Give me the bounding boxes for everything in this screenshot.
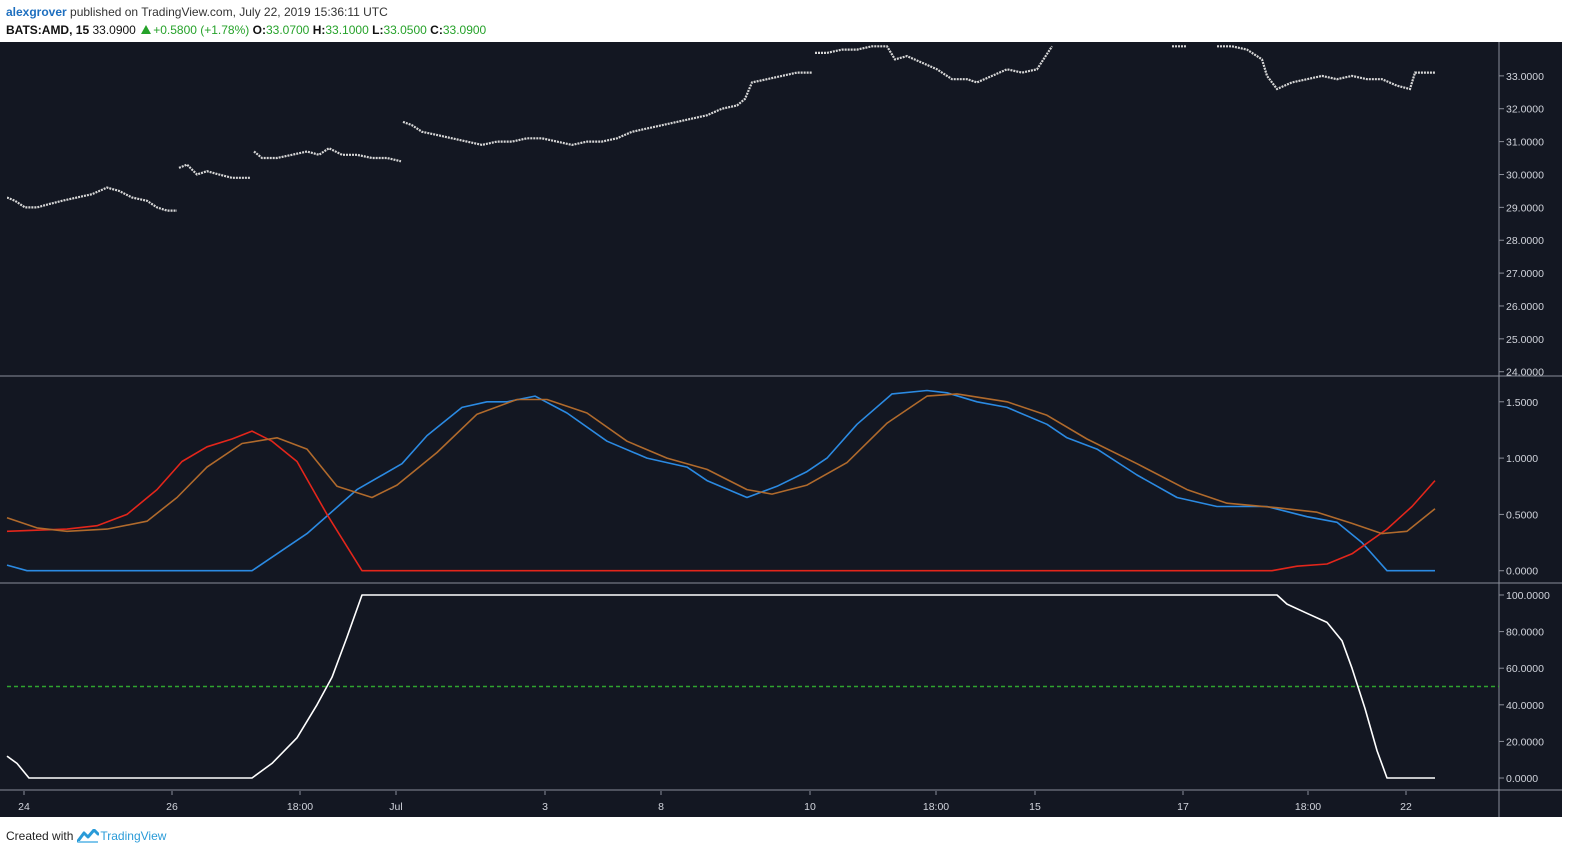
blue-oscillator-line [6,389,1435,572]
last-price: 33.0900 [92,23,136,37]
y-tick-label: 0.5000 [1506,509,1538,521]
y-tick-label: 60.0000 [1506,663,1544,675]
tradingview-brand-link[interactable]: TradingView [100,829,167,843]
y-tick-label: 1.0000 [1506,453,1538,465]
y-tick-label: 100.0000 [1506,590,1550,602]
created-with-text: Created with [6,829,74,843]
price-series-segment [815,45,1053,84]
tradingview-logo-icon [77,829,100,843]
open-label: O: [252,23,266,37]
open-value: 33.0700 [265,23,310,37]
x-tick-label: 24 [18,801,30,813]
chart-background [0,42,1562,817]
price-series-segment [178,163,250,179]
percent-line [6,594,1435,779]
y-tick-label: 31.0000 [1506,137,1544,149]
red-oscillator-line [6,430,1436,572]
author-link[interactable]: alexgrover [6,5,67,19]
x-tick-label: 10 [804,801,816,813]
y-tick-label: 40.0000 [1506,700,1544,712]
y-tick-label: 32.0000 [1506,104,1544,116]
x-tick-label: 17 [1177,801,1189,813]
symbol-label[interactable]: BATS:AMD, 15 [6,23,90,37]
x-tick-label: 18:00 [287,801,313,813]
y-tick-label: 0.0000 [1506,773,1538,785]
x-tick-label: 3 [542,801,548,813]
y-tick-label: 80.0000 [1506,627,1544,639]
close-label: C: [430,23,443,37]
price-series-segment [402,71,812,147]
y-tick-label: 27.0000 [1506,268,1544,280]
x-tick-label: 8 [658,801,664,813]
y-tick-label: 29.0000 [1506,202,1544,214]
price-change: +0.5800 (+1.78%) [153,23,250,37]
orange-oscillator-line [6,393,1436,535]
chart-canvas[interactable]: 33.000032.000031.000030.000029.000028.00… [0,42,1562,817]
x-tick-label: 18:00 [923,801,949,813]
y-tick-label: 1.5000 [1506,397,1538,409]
price-series-segment [1217,45,1435,91]
close-value: 33.0900 [442,23,487,37]
published-text: published on TradingView.com, July 22, 2… [66,5,388,19]
up-arrow-icon [141,25,152,34]
x-tick-label: Jul [389,801,402,813]
low-label: L: [372,23,384,37]
ohlc-legend: BATS:AMD, 15 33.0900 +0.5800 (+1.78%) O:… [6,23,486,37]
x-tick-label: 26 [166,801,178,813]
y-tick-label: 20.0000 [1506,736,1544,748]
chart-header: alexgrover published on TradingView.com,… [6,4,1006,40]
high-label: H: [312,23,326,37]
high-value: 33.1000 [325,23,369,37]
y-tick-label: 0.0000 [1506,566,1538,578]
publish-info: alexgrover published on TradingView.com,… [6,5,388,19]
low-value: 33.0500 [383,23,427,37]
y-tick-label: 24.0000 [1506,367,1544,379]
price-series-segment [7,186,177,212]
x-tick-label: 18:00 [1295,801,1321,813]
y-tick-label: 30.0000 [1506,169,1544,181]
y-tick-label: 33.0000 [1506,71,1544,83]
footer: Created with TradingView [6,829,166,843]
x-tick-label: 15 [1029,801,1041,813]
y-tick-label: 28.0000 [1506,235,1544,247]
price-series-segment [253,146,402,163]
y-tick-label: 26.0000 [1506,301,1544,313]
y-tick-label: 25.0000 [1506,334,1544,346]
x-tick-label: 22 [1400,801,1412,813]
